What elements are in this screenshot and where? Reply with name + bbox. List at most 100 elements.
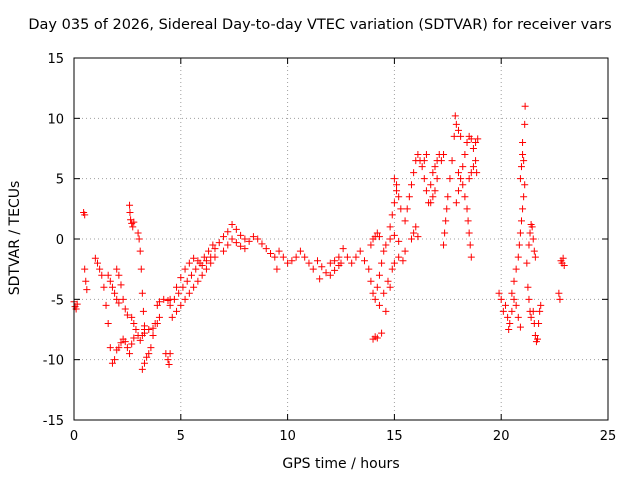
- data-point: [437, 157, 445, 165]
- data-point: [164, 356, 172, 364]
- data-point: [371, 295, 379, 303]
- data-point: [138, 365, 146, 373]
- data-point: [501, 301, 509, 309]
- data-point: [143, 353, 151, 361]
- data-point: [121, 338, 129, 346]
- data-point: [514, 253, 522, 261]
- data-point: [267, 249, 275, 257]
- data-point: [106, 277, 114, 285]
- data-point: [388, 211, 396, 219]
- data-point: [128, 313, 136, 321]
- data-point: [367, 277, 375, 285]
- data-point: [96, 265, 104, 273]
- data-point: [132, 326, 140, 333]
- data-point: [123, 344, 131, 352]
- data-point: [399, 257, 407, 265]
- data-point: [237, 231, 245, 239]
- data-point: [454, 169, 462, 177]
- data-point: [237, 242, 245, 250]
- data-point: [465, 175, 473, 183]
- data-point: [232, 239, 240, 247]
- data-point: [91, 254, 99, 262]
- data-point: [128, 340, 136, 348]
- data-point: [166, 301, 174, 309]
- data-point: [137, 265, 145, 273]
- data-point: [149, 332, 157, 340]
- data-point: [326, 259, 334, 267]
- data-point: [254, 235, 262, 243]
- data-point: [461, 151, 469, 159]
- data-point: [232, 225, 240, 233]
- data-point: [160, 295, 168, 303]
- data-point: [149, 324, 157, 332]
- data-point: [207, 253, 215, 261]
- data-point: [309, 265, 317, 273]
- data-point: [175, 289, 183, 297]
- data-point: [373, 229, 381, 237]
- data-point: [386, 223, 394, 231]
- data-point: [459, 163, 467, 171]
- data-point: [155, 313, 163, 321]
- data-point: [198, 262, 206, 270]
- data-point: [410, 169, 418, 177]
- data-point: [414, 151, 422, 159]
- data-point: [524, 283, 532, 291]
- data-point: [181, 265, 189, 273]
- data-point: [123, 311, 131, 319]
- data-point: [464, 217, 472, 225]
- data-point: [228, 221, 236, 229]
- y-axis-label: SDTVAR / TECUs: [7, 180, 23, 296]
- data-point: [262, 245, 270, 253]
- data-point: [284, 259, 292, 267]
- data-point: [514, 313, 522, 321]
- data-point: [331, 257, 339, 265]
- data-point: [505, 326, 513, 333]
- data-point: [515, 241, 523, 249]
- data-point: [520, 157, 528, 165]
- data-point: [420, 175, 428, 183]
- axis-ticks: [73, 57, 609, 421]
- data-point: [215, 239, 223, 247]
- data-point: [469, 163, 477, 171]
- data-point: [454, 187, 462, 195]
- data-point: [228, 235, 236, 243]
- data-point: [520, 193, 528, 201]
- data-point: [373, 283, 381, 291]
- data-point: [531, 253, 539, 261]
- data-point: [508, 289, 516, 297]
- data-point: [407, 235, 415, 243]
- data-point: [181, 295, 189, 303]
- data-point: [301, 253, 309, 261]
- data-point: [173, 283, 181, 291]
- data-point: [241, 245, 249, 253]
- data-point: [187, 271, 195, 279]
- data-point: [200, 253, 208, 261]
- data-point: [527, 313, 535, 321]
- y-tick-label: 0: [56, 233, 64, 248]
- data-point: [373, 334, 381, 342]
- data-point: [314, 257, 322, 265]
- data-point: [380, 289, 388, 297]
- data-point: [316, 275, 324, 283]
- data-point: [192, 265, 200, 273]
- data-point: [559, 254, 567, 262]
- data-point: [140, 322, 148, 330]
- data-point: [369, 289, 377, 297]
- data-point: [202, 265, 210, 273]
- data-point: [115, 344, 123, 352]
- y-tick-label: -5: [51, 293, 64, 308]
- data-point: [407, 181, 415, 189]
- data-point: [473, 169, 481, 177]
- data-point: [523, 259, 531, 267]
- data-point: [388, 265, 396, 273]
- data-point: [560, 262, 568, 270]
- data-point: [467, 253, 475, 261]
- y-tick-label: 5: [56, 173, 64, 188]
- data-point: [202, 257, 210, 265]
- data-point: [401, 247, 409, 255]
- data-point: [119, 295, 127, 303]
- data-point: [360, 257, 368, 265]
- data-point: [474, 135, 482, 143]
- data-point: [207, 259, 215, 267]
- data-point: [512, 301, 520, 309]
